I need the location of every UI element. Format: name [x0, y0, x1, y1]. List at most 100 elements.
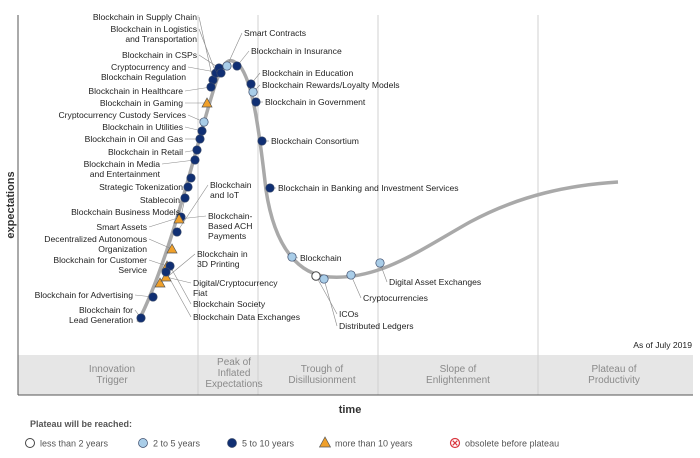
legend-label-lt2: less than 2 years — [40, 439, 109, 449]
legend-label-gt10: more than 10 years — [335, 439, 413, 449]
label-line: Stablecoin — [140, 195, 180, 205]
marker-blockchain-in-3d-printing — [154, 277, 166, 288]
label-blockchain-business-models: Blockchain Business Models — [71, 207, 180, 217]
label-line: Blockchain in — [197, 249, 248, 259]
as-of-note: As of July 2019 — [633, 340, 692, 350]
technology-labels: Blockchain in Supply Chain Blockchain in … — [35, 12, 482, 331]
label-blockchain-in-retail: Blockchain in Retail — [108, 147, 183, 157]
label-line: Service — [118, 265, 147, 275]
phase-label-line: Peak of — [217, 357, 251, 368]
marker-cryptocurrency-custody-services — [199, 117, 209, 127]
leader-smart-assets — [148, 216, 182, 228]
label-blockchain-in-education: Blockchain in Education — [262, 68, 353, 78]
label-cryptocurrencies: Cryptocurrencies — [363, 293, 428, 303]
label-blockchain-rewards-loyalty-models: Blockchain Rewards/Loyalty Models — [262, 80, 400, 90]
label-line: Distributed Ledgers — [339, 321, 414, 331]
label-line: Blockchain in Utilities — [102, 122, 183, 132]
legend-label-2to5: 2 to 5 years — [153, 439, 201, 449]
phase-label-line: Disillusionment — [288, 375, 355, 386]
label-line: Blockchain in Logistics — [111, 24, 197, 34]
label-blockchain-in-oil-and-gas: Blockchain in Oil and Gas — [85, 134, 183, 144]
label-line: and IoT — [210, 190, 240, 200]
label-line: Blockchain- — [208, 211, 253, 221]
phase-dividers — [197, 15, 539, 395]
label-blockchain-and-iot: Blockchain and IoT — [210, 180, 252, 200]
marker-blockchain-in-banking-and-investment-services — [265, 183, 275, 193]
phase-label-line: Enlightenment — [426, 375, 490, 386]
label-decentralized-autonomous-organization: Decentralized Autonomous Organization — [44, 234, 147, 254]
label-blockchain-for-lead-generation: Blockchain for Lead Generation — [69, 305, 133, 325]
legend-2to5-icon — [138, 438, 148, 448]
label-line: Blockchain in Healthcare — [88, 86, 183, 96]
label-line: Blockchain Regulation — [101, 72, 186, 82]
label-blockchain-based-ach-payments: Blockchain-Based ACH Payments — [208, 211, 253, 241]
label-line: Smart Assets — [96, 222, 147, 232]
label-line: Blockchain Rewards/Loyalty Models — [262, 80, 400, 90]
label-line: Digital Asset Exchanges — [389, 277, 481, 287]
leader-blockchain-in-supply-chain — [198, 16, 214, 81]
phase-labels: Innovation Trigger Peak of Inflated Expectat… — [89, 357, 640, 390]
label-icos: ICOs — [339, 309, 359, 319]
phase-label-line: Productivity — [588, 375, 640, 386]
label-line: Strategic Tokenization — [99, 182, 183, 192]
marker-smart-contracts — [222, 61, 232, 71]
marker-blockchain-in-healthcare — [206, 82, 216, 92]
leader-distributed-ledgers — [323, 278, 338, 327]
phase-band — [18, 355, 693, 395]
label-blockchain-in-government: Blockchain in Government — [265, 97, 366, 107]
x-axis-label: time — [339, 404, 362, 416]
label-line: Cryptocurrency and — [111, 62, 186, 72]
leader-digital-cryptocurrency-fiat — [165, 276, 192, 284]
label-line: Cryptocurrencies — [363, 293, 428, 303]
marker-blockchain-in-retail — [192, 145, 202, 155]
legend-label-5to10: 5 to 10 years — [242, 439, 295, 449]
marker-blockchain-in-media-and-entertainment — [190, 155, 200, 165]
label-digital-asset-exchanges: Digital Asset Exchanges — [389, 277, 481, 287]
label-cryptocurrency-and-blockchain-regulation: Cryptocurrency and Blockchain Regulation — [101, 62, 186, 82]
marker-blockchain — [287, 252, 297, 262]
marker-blockchain-in-gaming — [201, 97, 213, 108]
marker-decentralized-autonomous-organization — [166, 243, 178, 254]
label-strategic-tokenization: Strategic Tokenization — [99, 182, 183, 192]
legend-label-obsolete: obsolete before plateau — [465, 439, 559, 449]
marker-blockchain-in-insurance — [232, 61, 242, 71]
legend-5to10-icon — [227, 438, 237, 448]
label-line: Payments — [208, 231, 246, 241]
phase-label-line: Slope of — [440, 364, 477, 375]
label-line: Blockchain Society — [193, 299, 266, 309]
label-line: Lead Generation — [69, 315, 133, 325]
label-line: Blockchain in Media — [84, 159, 161, 169]
legend-obsolete-x — [452, 440, 458, 446]
phase-label-line: Trigger — [96, 375, 128, 386]
phase-label-line: Inflated — [218, 368, 251, 379]
label-line: Blockchain in Education — [262, 68, 353, 78]
label-blockchain-consortium: Blockchain Consortium — [271, 136, 359, 146]
marker-stablecoin — [183, 182, 193, 192]
label-line: Blockchain in CSPs — [122, 50, 197, 60]
marker-cryptocurrency-and-blockchain-regulation — [216, 68, 226, 78]
label-blockchain-in-media-and-entertainment: Blockchain in Media and Entertainment — [84, 159, 161, 179]
phase-label-trough: Trough of Disillusionment — [288, 364, 355, 386]
label-blockchain-in-csps: Blockchain in CSPs — [122, 50, 197, 60]
phase-label-peak: Peak of Inflated Expectations — [205, 357, 262, 390]
label-line: 3D Printing — [197, 259, 240, 269]
leader-blockchain-in-media-and-entertainment — [161, 159, 196, 165]
label-blockchain-data-exchanges: Blockchain Data Exchanges — [193, 312, 300, 322]
label-blockchain-in-utilities: Blockchain in Utilities — [102, 122, 183, 132]
label-line: and Transportation — [125, 34, 197, 44]
marker-distributed-ledgers — [319, 274, 329, 284]
technology-markers — [136, 61, 385, 323]
marker-blockchain-for-lead-generation — [136, 313, 146, 323]
phase-label-slope: Slope of Enlightenment — [426, 364, 490, 386]
label-line: Blockchain for Customer — [53, 255, 147, 265]
label-line: and Entertainment — [90, 169, 161, 179]
label-line: Blockchain for — [79, 305, 133, 315]
label-stablecoin: Stablecoin — [140, 195, 180, 205]
legend-lt2-icon — [25, 438, 35, 448]
marker-blockchain-for-advertising — [148, 292, 158, 302]
legend: less than 2 years 2 to 5 years 5 to 10 yea… — [25, 436, 559, 449]
label-line: Blockchain — [300, 253, 342, 263]
marker-blockchain-based-ach-payments — [173, 213, 185, 224]
label-line: Blockchain — [210, 180, 252, 190]
label-line: Decentralized Autonomous — [44, 234, 147, 244]
